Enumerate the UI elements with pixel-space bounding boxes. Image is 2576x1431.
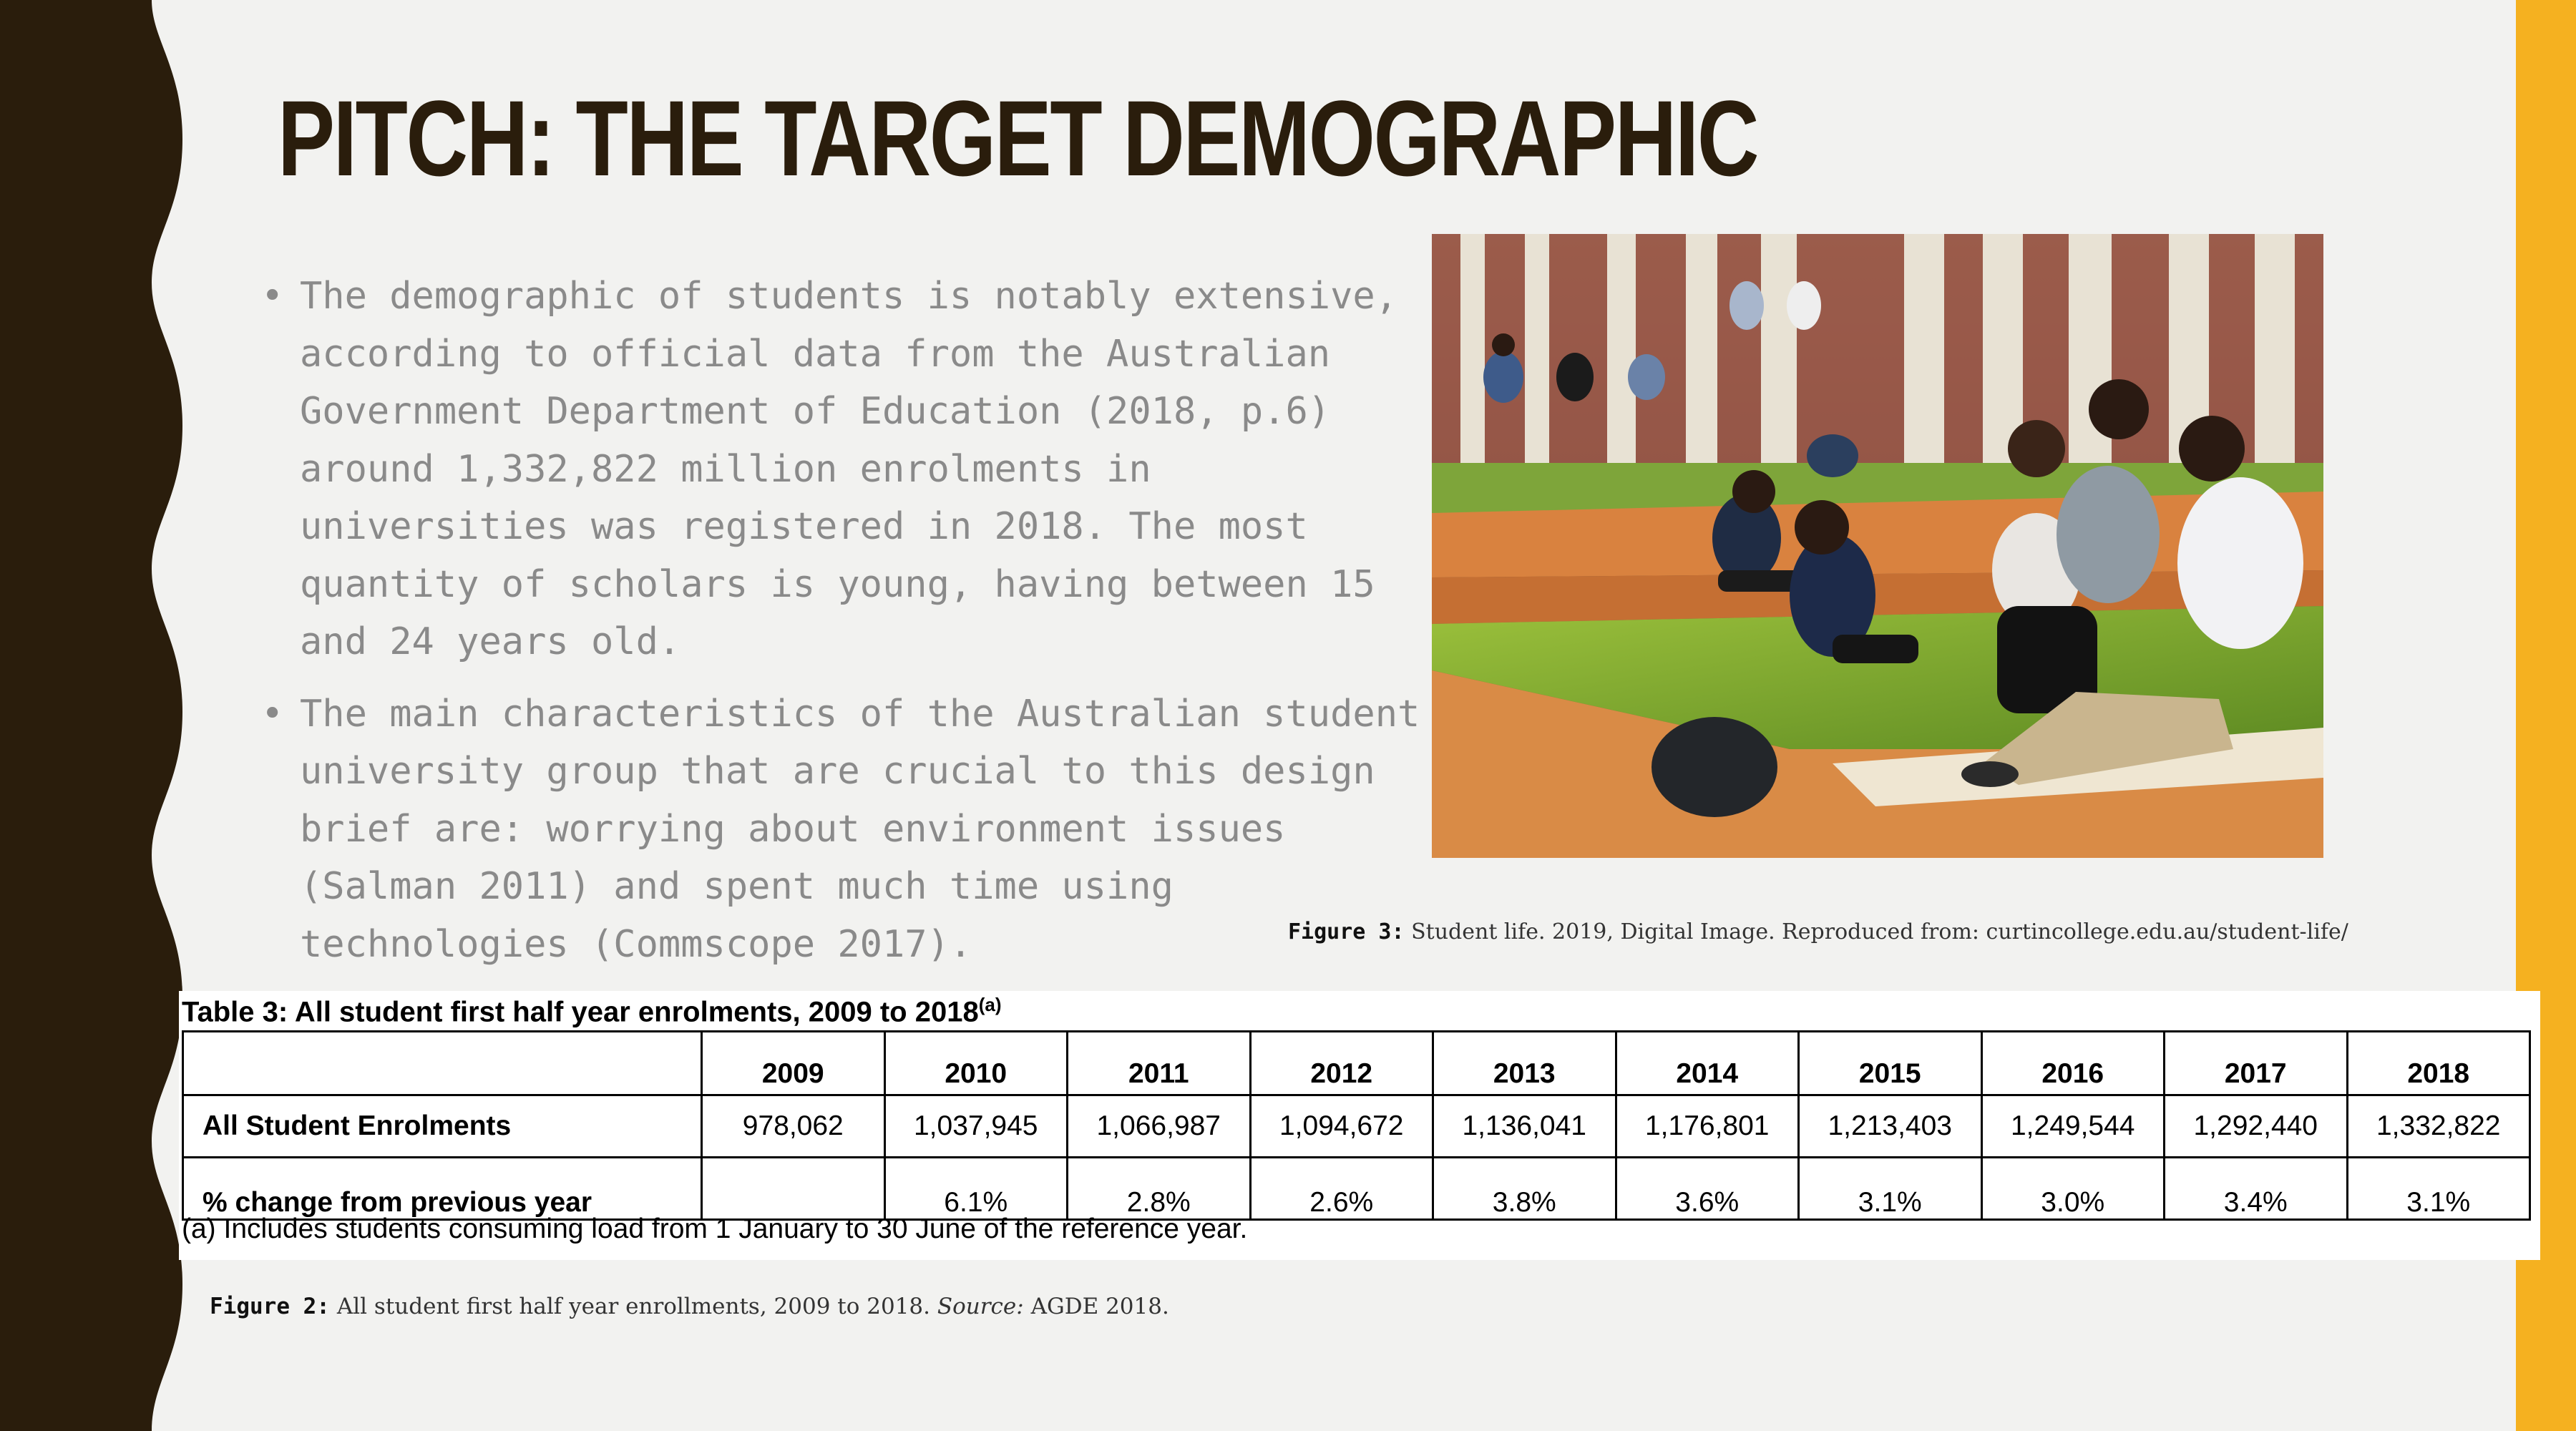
table-cell: 1,176,801 <box>1614 1094 1800 1158</box>
figure-2-source-label: Source: <box>937 1294 1024 1319</box>
table-cell <box>701 1156 886 1221</box>
bullet-text: The main characteristics of the Australi… <box>300 692 1420 966</box>
table-cell: 2.6% <box>1249 1156 1434 1221</box>
table-cell: 1,136,041 <box>1432 1094 1617 1158</box>
table-row: % change from previous year 6.1% 2.8% 2.… <box>182 1156 2531 1221</box>
bullet-item: • The demographic of students is notably … <box>261 268 1420 671</box>
table-header-cell: 2011 <box>1066 1030 1252 1096</box>
figure-2-caption: Figure 2: All student first half year en… <box>210 1294 1169 1319</box>
table-caption-text: Table 3: All student first half year enr… <box>182 996 979 1028</box>
table-cell: 1,332,822 <box>2346 1094 2531 1158</box>
table-header-cell: 2017 <box>2163 1030 2348 1096</box>
table-cell: 1,213,403 <box>1797 1094 1983 1158</box>
table-header-cell <box>182 1030 703 1096</box>
table-cell: 1,066,987 <box>1066 1094 1252 1158</box>
bullet-item: • The main characteristics of the Austral… <box>261 685 1420 974</box>
table-caption-note-ref: (a) <box>978 994 1002 1015</box>
table-footnote: (a) Includes students consuming load fro… <box>182 1213 1248 1244</box>
figure-2-text: All student first half year enrollments,… <box>336 1294 931 1319</box>
figure-2-source: AGDE 2018. <box>1030 1294 1169 1319</box>
bullet-list: • The demographic of students is notably … <box>261 268 1420 987</box>
table-cell: 1,094,672 <box>1249 1094 1434 1158</box>
slide-title: PITCH: THE TARGET DEMOGRAPHIC <box>278 78 1760 198</box>
table-cell: 3.8% <box>1432 1156 1617 1221</box>
table-cell: 3.6% <box>1614 1156 1800 1221</box>
students-on-campus-photo <box>1432 234 2323 858</box>
wave-border-shape <box>0 0 182 1431</box>
table-cell: 978,062 <box>701 1094 886 1158</box>
table-header-cell: 2012 <box>1249 1030 1434 1096</box>
figure-3-label: Figure 3: <box>1288 919 1405 944</box>
table-header-cell: 2010 <box>883 1030 1068 1096</box>
table-cell: 3.4% <box>2163 1156 2348 1221</box>
enrolment-table: 2009 2010 2011 2012 2013 2014 2015 2016 … <box>182 1030 2531 1221</box>
table-cell: 1,249,544 <box>1980 1094 2165 1158</box>
bullet-text: The demographic of students is notably e… <box>300 275 1398 663</box>
table-caption: Table 3: All student first half year enr… <box>182 994 1001 1028</box>
table-header-cell: 2009 <box>701 1030 886 1096</box>
table-header-cell: 2013 <box>1432 1030 1617 1096</box>
table-header-cell: 2015 <box>1797 1030 1983 1096</box>
table-header-cell: 2016 <box>1980 1030 2165 1096</box>
bullet-marker: • <box>261 275 284 318</box>
table-header-cell: 2014 <box>1614 1030 1800 1096</box>
enrolment-table-panel: Table 3: All student first half year enr… <box>179 991 2540 1260</box>
table-cell: 1,292,440 <box>2163 1094 2348 1158</box>
table-cell: 2.8% <box>1066 1156 1252 1221</box>
table-cell: 3.1% <box>1797 1156 1983 1221</box>
figure-3-text: Student life. 2019, Digital Image. Repro… <box>1411 919 2348 944</box>
table-header-cell: 2018 <box>2346 1030 2531 1096</box>
table-header-row: 2009 2010 2011 2012 2013 2014 2015 2016 … <box>182 1030 2531 1096</box>
table-cell: 3.0% <box>1980 1156 2165 1221</box>
figure-3-caption: Figure 3: Student life. 2019, Digital Im… <box>1288 919 2348 944</box>
table-cell: 1,037,945 <box>883 1094 1068 1158</box>
table-cell: 6.1% <box>883 1156 1068 1221</box>
table-row-label: % change from previous year <box>182 1156 703 1221</box>
table-row-label: All Student Enrolments <box>182 1094 703 1158</box>
bullet-marker: • <box>261 692 284 736</box>
table-row: All Student Enrolments 978,062 1,037,945… <box>182 1094 2531 1158</box>
figure-2-label: Figure 2: <box>210 1294 330 1319</box>
table-cell: 3.1% <box>2346 1156 2531 1221</box>
